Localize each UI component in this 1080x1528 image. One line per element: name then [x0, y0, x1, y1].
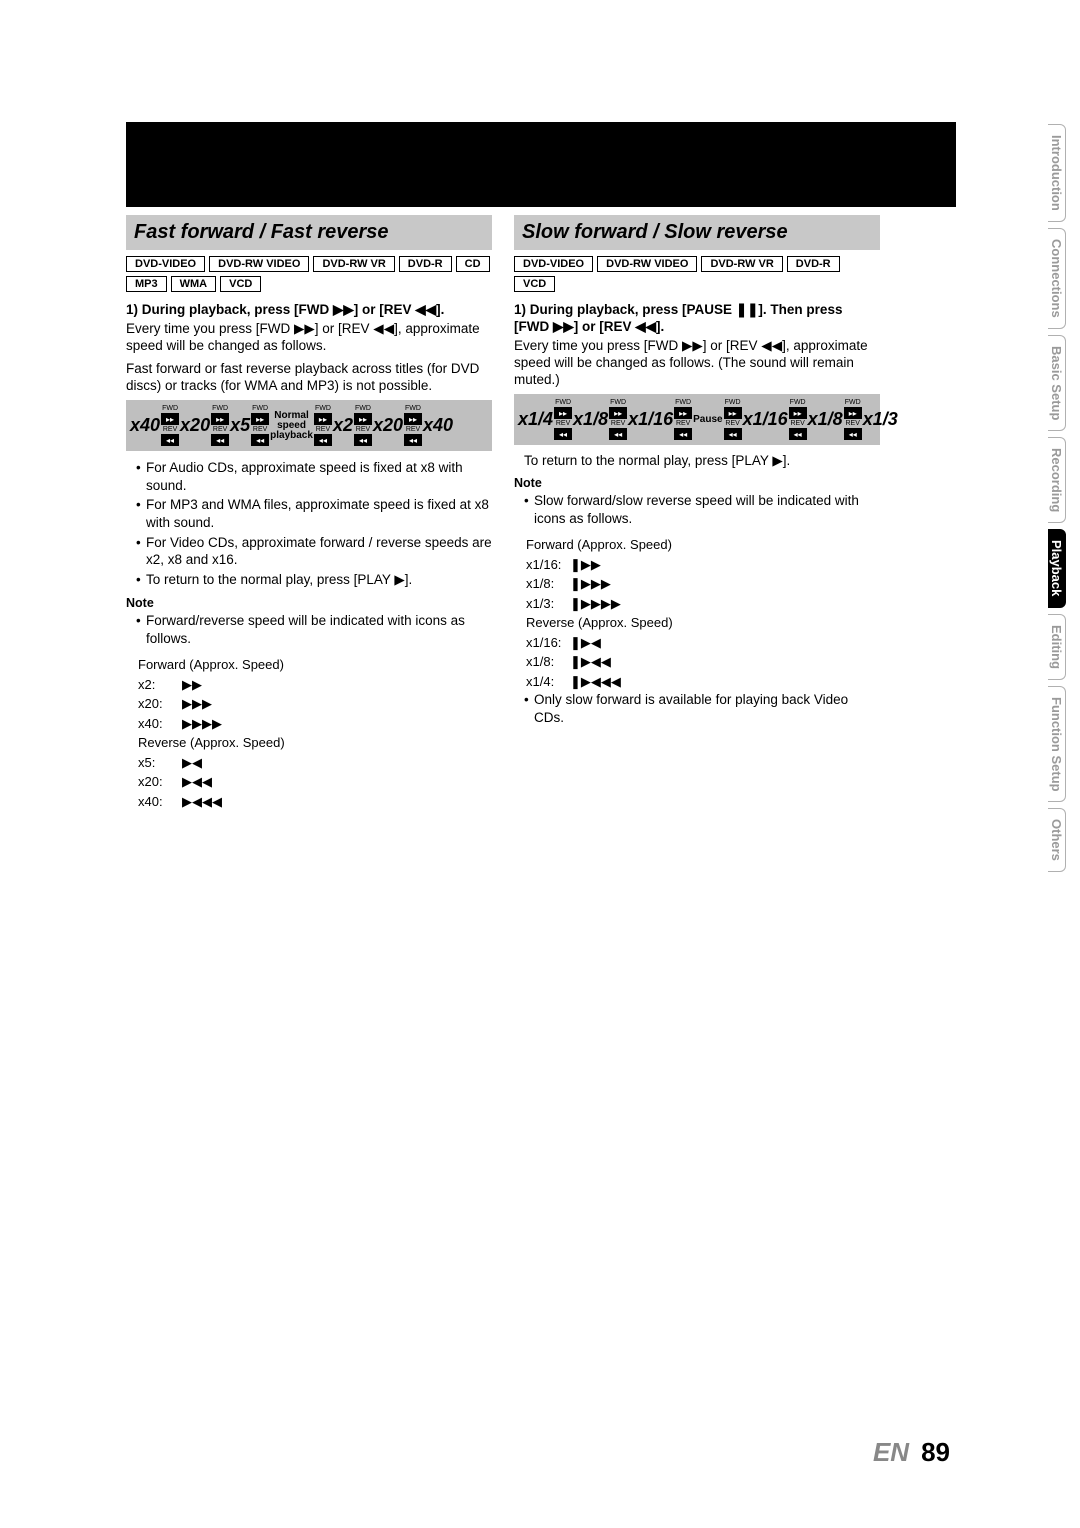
format-badge: CD [456, 256, 490, 272]
fwd-rev-icon-pair: FWD▸▸REV◂◂ [404, 405, 422, 446]
fwd-rev-icon-pair: FWD▸▸REV◂◂ [251, 405, 269, 446]
speed-value: x20 [180, 415, 210, 436]
page-no: 89 [921, 1437, 950, 1467]
speed-icon-row: x20:▶▶▶ [138, 694, 492, 714]
format-badge: VCD [220, 276, 261, 292]
fwd-rev-icon-pair: FWD▸▸REV◂◂ [554, 399, 572, 440]
slow-body1: Every time you press [FWD ▶▶] or [REV ◀◀… [514, 338, 880, 389]
page-content: Fast forward / Fast reverse DVD-VIDEODVD… [126, 215, 956, 811]
fast-formats: DVD-VIDEODVD-RW VIDEODVD-RW VR DVD-RCD MP3… [126, 256, 492, 292]
section-tabs: Introduction Connections Basic Setup Record… [1048, 124, 1066, 1274]
bullet-item: For MP3 and WMA files, approximate speed… [136, 496, 492, 531]
fast-step-head: 1) During playback, press [FWD ▶▶] or [R… [126, 302, 492, 319]
fast-rev-rows: x5:▶◀x20:▶◀◀x40:▶◀◀◀ [126, 753, 492, 812]
fwd-rev-icon-pair: FWD▸▸REV◂◂ [161, 405, 179, 446]
speed-value: x1/3 [863, 409, 898, 430]
format-badge: DVD-R [787, 256, 840, 272]
slow-return: To return to the normal play, press [PLA… [514, 453, 880, 470]
speed-center: Pause [693, 415, 722, 425]
slow-speed-strip: x1/4FWD▸▸REV◂◂x1/8FWD▸▸REV◂◂x1/16FWD▸▸RE… [514, 394, 880, 445]
section-tab[interactable]: Playback [1048, 529, 1066, 607]
fast-rev-head: Reverse (Approx. Speed) [126, 733, 492, 753]
fwd-rev-icon-pair: FWD▸▸REV◂◂ [724, 399, 742, 440]
fwd-rev-icon-pair: FWD▸▸REV◂◂ [211, 405, 229, 446]
slow-footnote: Only slow forward is available for playi… [514, 691, 880, 726]
bullet-item: For Audio CDs, approximate speed is fixe… [136, 459, 492, 494]
fast-body2: Fast forward or fast reverse playback ac… [126, 361, 492, 395]
format-badge: DVD-RW VR [701, 256, 782, 272]
fast-bullets: For Audio CDs, approximate speed is fixe… [126, 459, 492, 588]
speed-icon-row: x2:▶▶ [138, 675, 492, 695]
format-badge: DVD-VIDEO [126, 256, 205, 272]
bullet-item: For Video CDs, approximate forward / rev… [136, 534, 492, 569]
speed-icon-row: x5:▶◀ [138, 753, 492, 773]
speed-value: x40 [130, 415, 160, 436]
speed-value: x20 [373, 415, 403, 436]
fwd-rev-icon-pair: FWD▸▸REV◂◂ [789, 399, 807, 440]
speed-value: x1/16 [743, 409, 788, 430]
format-badge: DVD-RW VIDEO [597, 256, 697, 272]
fast-speed-strip: x40FWD▸▸REV◂◂x20FWD▸▸REV◂◂x5FWD▸▸REV◂◂No… [126, 400, 492, 451]
speed-value: x1/8 [808, 409, 843, 430]
section-tab[interactable]: Others [1048, 808, 1066, 872]
fast-body1: Every time you press [FWD ▶▶] or [REV ◀◀… [126, 321, 492, 355]
fwd-rev-icon-pair: FWD▸▸REV◂◂ [844, 399, 862, 440]
slow-rev-head: Reverse (Approx. Speed) [514, 613, 880, 633]
section-tab[interactable]: Function Setup [1048, 686, 1066, 803]
speed-icon-row: x1/8:❚▶▶▶ [526, 574, 880, 594]
speed-value: x1/4 [518, 409, 553, 430]
slow-fwd-rows: x1/16:❚▶▶x1/8:❚▶▶▶x1/3:❚▶▶▶▶ [514, 555, 880, 614]
fwd-rev-icon-pair: FWD▸▸REV◂◂ [609, 399, 627, 440]
speed-icon-row: x1/16:❚▶▶ [526, 555, 880, 575]
format-badge: DVD-RW VIDEO [209, 256, 309, 272]
slow-formats: DVD-VIDEODVD-RW VIDEODVD-RW VR DVD-R VCD [514, 256, 880, 292]
speed-icon-row: x1/16:❚▶◀ [526, 633, 880, 653]
speed-icon-row: x1/8:❚▶◀◀ [526, 652, 880, 672]
speed-value: x2 [333, 415, 353, 436]
format-badge: VCD [514, 276, 555, 292]
fast-fwd-rows: x2:▶▶x20:▶▶▶x40:▶▶▶▶ [126, 675, 492, 734]
section-tab[interactable]: Introduction [1048, 124, 1066, 222]
speed-value: x5 [230, 415, 250, 436]
format-badge: DVD-RW VR [313, 256, 394, 272]
format-badge: WMA [171, 276, 217, 292]
slow-note-head: Note [514, 476, 880, 490]
slow-note-lead: Slow forward/slow reverse speed will be … [514, 492, 880, 527]
section-tab[interactable]: Recording [1048, 437, 1066, 523]
fwd-rev-icon-pair: FWD▸▸REV◂◂ [674, 399, 692, 440]
fwd-rev-icon-pair: FWD▸▸REV◂◂ [354, 405, 372, 446]
speed-icon-row: x1/4:❚▶◀◀◀ [526, 672, 880, 692]
page-number: EN 89 [873, 1437, 950, 1468]
speed-value: x1/8 [573, 409, 608, 430]
fast-note-lead: Forward/reverse speed will be indicated … [126, 612, 492, 647]
fast-section: Fast forward / Fast reverse DVD-VIDEODVD… [126, 215, 492, 811]
slow-step-head: 1) During playback, press [PAUSE ❚❚]. Th… [514, 302, 880, 336]
page-lang: EN [873, 1437, 909, 1467]
speed-icon-row: x1/3:❚▶▶▶▶ [526, 594, 880, 614]
format-badge: DVD-VIDEO [514, 256, 593, 272]
slow-section: Slow forward / Slow reverse DVD-VIDEODVD… [514, 215, 880, 811]
speed-value: x1/16 [628, 409, 673, 430]
top-black-band [126, 122, 956, 207]
speed-icon-row: x20:▶◀◀ [138, 772, 492, 792]
fast-title: Fast forward / Fast reverse [126, 215, 492, 250]
fast-note-head: Note [126, 596, 492, 610]
bullet-item: To return to the normal play, press [PLA… [136, 571, 492, 589]
section-tab[interactable]: Editing [1048, 614, 1066, 680]
speed-icon-row: x40:▶◀◀◀ [138, 792, 492, 812]
fwd-rev-icon-pair: FWD▸▸REV◂◂ [314, 405, 332, 446]
slow-rev-rows: x1/16:❚▶◀x1/8:❚▶◀◀x1/4:❚▶◀◀◀ [514, 633, 880, 692]
section-tab[interactable]: Basic Setup [1048, 335, 1066, 431]
format-badge: DVD-R [399, 256, 452, 272]
fast-fwd-head: Forward (Approx. Speed) [126, 655, 492, 675]
slow-fwd-head: Forward (Approx. Speed) [514, 535, 880, 555]
speed-center: Normalspeedplayback [270, 411, 313, 441]
format-badge: MP3 [126, 276, 167, 292]
speed-value: x40 [423, 415, 453, 436]
slow-title: Slow forward / Slow reverse [514, 215, 880, 250]
speed-icon-row: x40:▶▶▶▶ [138, 714, 492, 734]
section-tab[interactable]: Connections [1048, 228, 1066, 329]
